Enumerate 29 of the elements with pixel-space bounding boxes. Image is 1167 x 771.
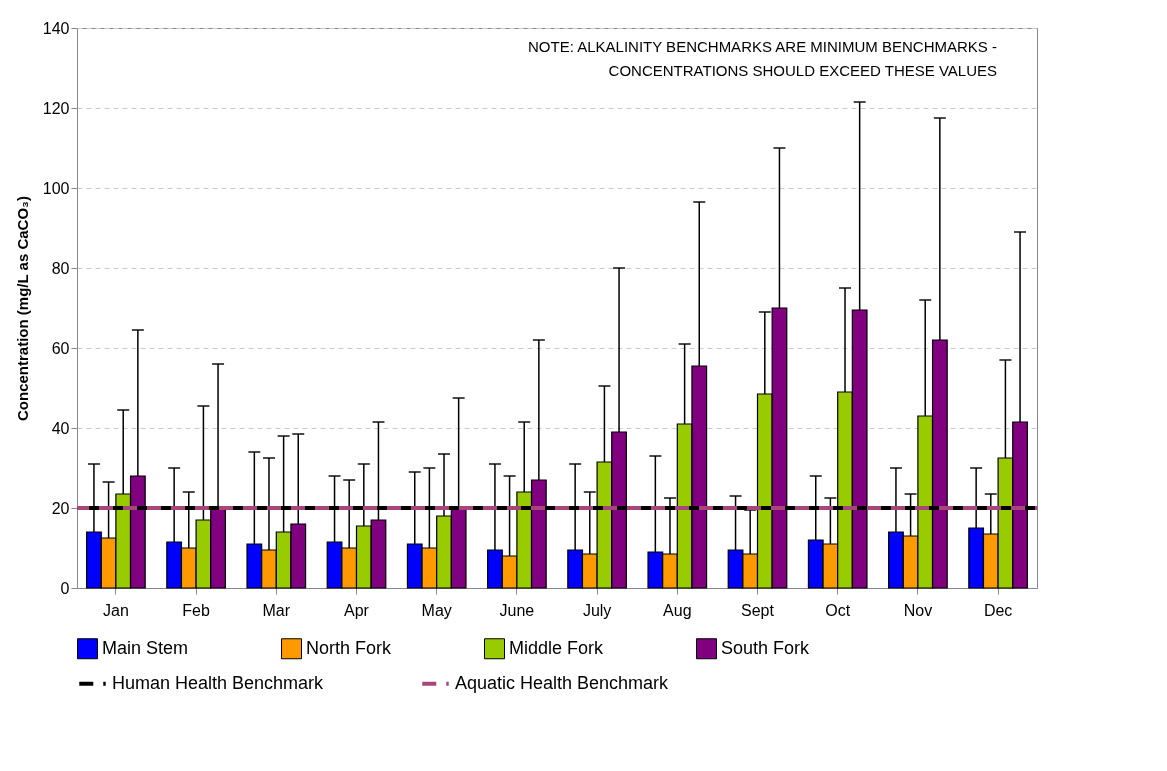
annotation: NOTE: ALKALINITY BENCHMARKS ARE MINIMUM BENCHMARKS - <box>528 38 997 55</box>
x-tick-label: Apr <box>344 601 370 619</box>
y-tick-label: 140 <box>42 19 70 37</box>
legend-label: North Fork <box>306 637 393 658</box>
y-tick-label: 20 <box>51 499 70 517</box>
y-tick-label: 120 <box>42 99 70 117</box>
x-tick-label: Sept <box>741 601 775 619</box>
x-tick-label: Aug <box>663 601 692 619</box>
x-tick-label: Oct <box>825 601 851 619</box>
legend-label: Aquatic Health Benchmark <box>455 672 670 693</box>
x-tick-label: June <box>499 601 535 619</box>
legend-label: South Fork <box>721 637 811 658</box>
x-tick-label: Dec <box>983 601 1013 619</box>
y-tick-label: 40 <box>51 419 70 437</box>
y-tick-label: 100 <box>42 179 70 197</box>
y-tick-label: 60 <box>51 339 70 357</box>
x-tick-label: Jan <box>103 601 129 619</box>
x-tick-label: Feb <box>182 601 210 619</box>
y-axis-title: Concentration (mg/L as CaCO₃) <box>13 195 31 422</box>
y-tick-label: 80 <box>51 259 70 277</box>
x-tick-label: May <box>421 601 452 619</box>
x-tick-label: Nov <box>903 601 933 619</box>
y-tick-label: 0 <box>60 579 70 597</box>
legend-label: Main Stem <box>102 637 189 658</box>
annotation: CONCENTRATIONS SHOULD EXCEED THESE VALUES <box>608 62 997 79</box>
legend-label: Middle Fork <box>509 637 605 658</box>
legend-label: Human Health Benchmark <box>112 672 325 693</box>
x-tick-label: Mar <box>262 601 291 619</box>
x-tick-label: July <box>582 601 612 619</box>
